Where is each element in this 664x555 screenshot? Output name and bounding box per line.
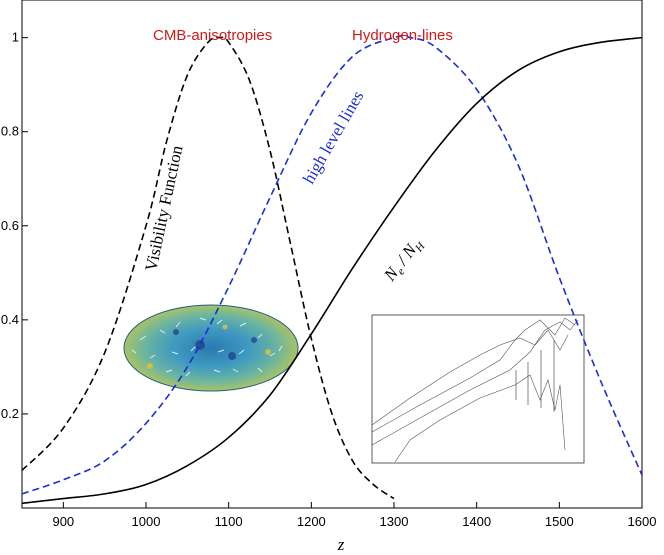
x-tick-label: 1400 bbox=[462, 514, 491, 529]
y-tick-label: 0.4 bbox=[1, 312, 19, 327]
cmb-sky-map bbox=[123, 304, 299, 392]
plot-frame bbox=[21, 0, 643, 509]
ne-sub: e bbox=[395, 266, 408, 277]
axis-ticks: 900 1000 1100 1200 1300 1400 1500 1600 0.2 0.4 0.6… bbox=[1, 30, 657, 529]
x-tick-label: 1600 bbox=[628, 514, 657, 529]
series-line-1 bbox=[22, 35, 642, 495]
cmb-anisotropies-label: CMB-anisotropies bbox=[153, 27, 272, 44]
ne-nh-label: Ne / NH bbox=[380, 234, 429, 288]
series-line-0 bbox=[22, 36, 395, 500]
y-tick-label: 0.8 bbox=[1, 124, 19, 139]
x-tick-label: 1500 bbox=[545, 514, 574, 529]
visibility-function-label: Visibility Function bbox=[141, 143, 186, 273]
x-axis-label: z bbox=[337, 535, 345, 554]
inset-spectrum-plot bbox=[371, 314, 585, 464]
x-tick-label: 1000 bbox=[132, 514, 161, 529]
high-level-lines-label: high level lines bbox=[299, 88, 367, 187]
y-tick-label: 0.6 bbox=[1, 218, 19, 233]
series-line-2 bbox=[22, 36, 642, 505]
x-tick-label: 1100 bbox=[215, 514, 243, 529]
x-tick-label: 1300 bbox=[380, 514, 409, 529]
x-tick-label: 900 bbox=[52, 514, 74, 529]
x-tick-label: 1200 bbox=[297, 514, 326, 529]
hydrogen-lines-label: Hydrogen-lines bbox=[352, 27, 453, 44]
y-tick-label: 1 bbox=[12, 30, 19, 45]
y-tick-label: 0.2 bbox=[1, 406, 19, 421]
